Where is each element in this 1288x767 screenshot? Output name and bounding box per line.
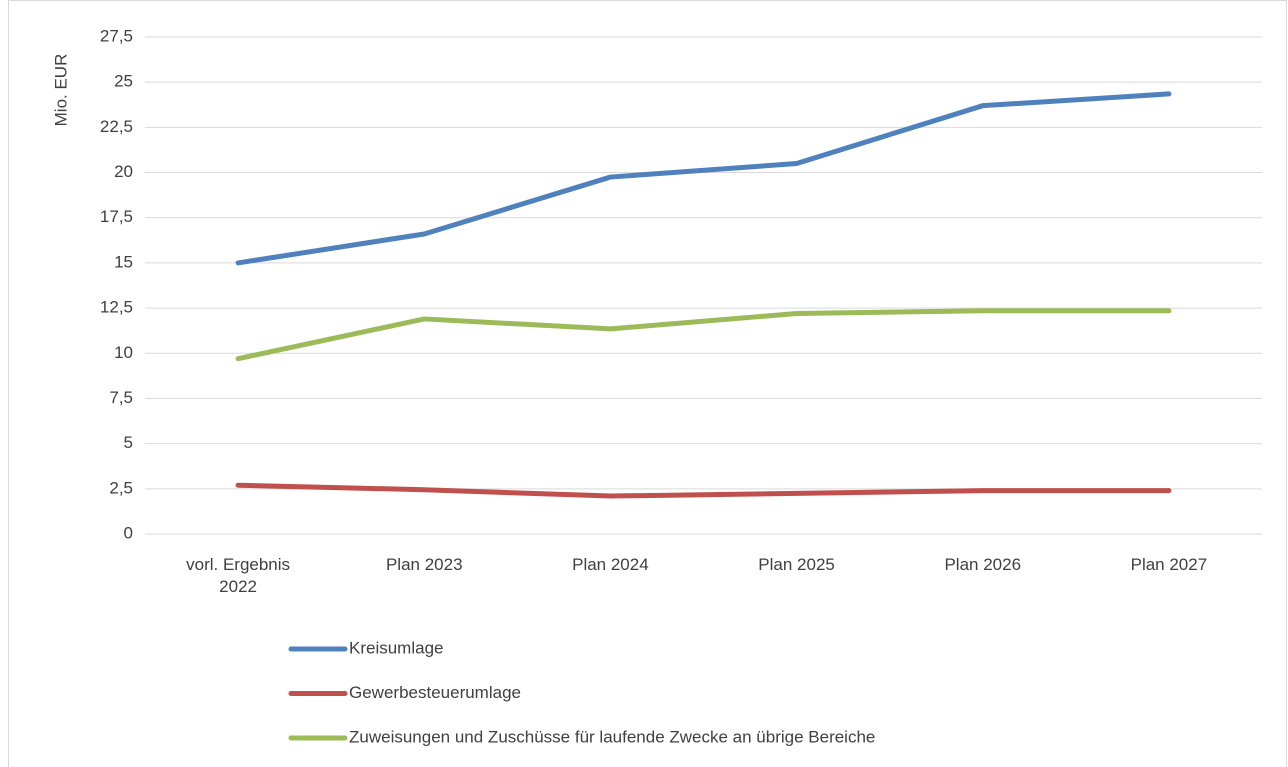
y-tick-label: 15 xyxy=(114,252,133,271)
legend-label: Kreisumlage xyxy=(349,638,444,657)
y-tick-label: 12,5 xyxy=(100,298,133,317)
x-tick-label: vorl. Ergebnis 2022 xyxy=(186,555,291,596)
series-line xyxy=(235,482,1172,499)
legend-label: Zuweisungen und Zuschüsse für laufende Z… xyxy=(349,727,875,746)
x-tick-label: Plan 2024 xyxy=(572,555,649,574)
y-tick-label: 10 xyxy=(114,343,133,362)
x-tick-label: Plan 2027 xyxy=(1130,555,1208,574)
x-tick-label: Plan 2023 xyxy=(385,555,463,574)
y-tick-label: 7,5 xyxy=(109,388,133,407)
y-tick-label: 20 xyxy=(114,162,133,181)
y-tick-label: 5 xyxy=(124,433,133,452)
y-tick-label: 22,5 xyxy=(100,117,133,136)
y-tick-label: 0 xyxy=(124,523,133,542)
y-tick-label: 2,5 xyxy=(109,478,133,497)
x-tick-label: Plan 2026 xyxy=(944,555,1022,574)
y-axis-label: Mio. EUR xyxy=(51,54,70,127)
y-tick-label: 17,5 xyxy=(100,207,133,226)
x-tick-label: Plan 2025 xyxy=(758,555,835,574)
y-tick-label: 27,5 xyxy=(100,26,133,45)
series-line xyxy=(235,91,1172,266)
series-line xyxy=(235,308,1172,362)
legend-label: Gewerbesteuerumlage xyxy=(349,683,521,702)
y-tick-label: 25 xyxy=(114,72,133,91)
chart-border xyxy=(8,0,1287,767)
